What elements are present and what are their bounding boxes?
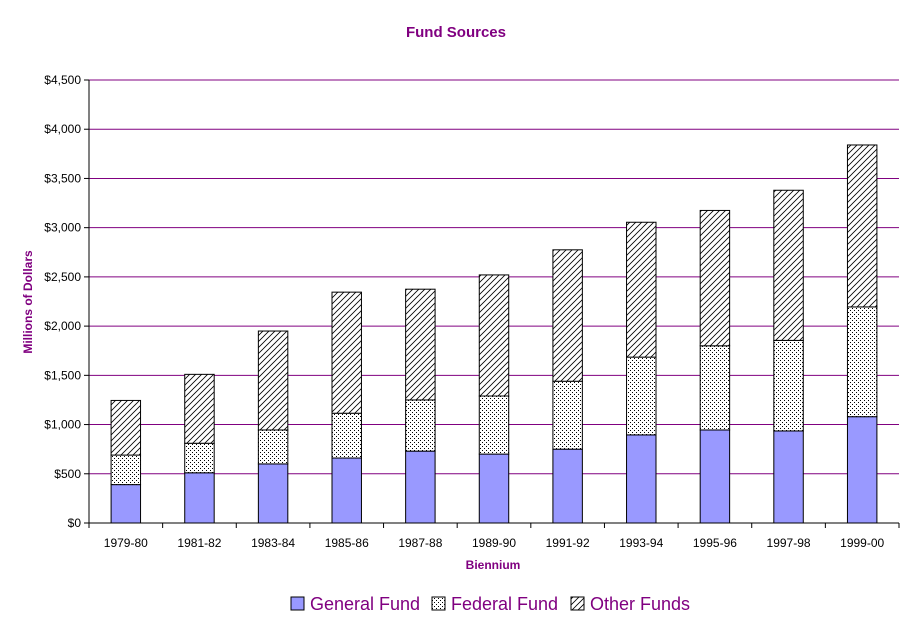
bar-segment-federal-fund xyxy=(405,399,436,452)
y-tick-label: $4,500 xyxy=(44,73,81,87)
legend-label: General Fund xyxy=(310,594,420,614)
bar-segment-federal-fund xyxy=(773,339,804,432)
bar-segment-other-funds xyxy=(773,189,804,341)
bar-segment-general-fund xyxy=(773,430,804,524)
bar-segment-other-funds xyxy=(846,144,878,308)
bar-segment-general-fund xyxy=(846,416,878,524)
bar-segment-other-funds xyxy=(331,291,362,414)
bar-segment-federal-fund xyxy=(552,380,583,450)
bar-segment-general-fund xyxy=(257,463,289,524)
legend: General Fund Federal Fund Other Funds xyxy=(290,594,690,614)
y-tick-label: $3,500 xyxy=(44,171,81,185)
bar-segment-other-funds xyxy=(478,274,510,397)
bar-segment-other-funds xyxy=(110,399,142,456)
x-tick-label: 1997-98 xyxy=(767,536,811,550)
bar-segment-other-funds xyxy=(699,209,731,347)
y-tick-label: $0 xyxy=(68,516,82,530)
bar-segment-federal-fund xyxy=(699,345,731,431)
bar-segment-federal-fund xyxy=(184,442,215,474)
legend-swatch xyxy=(431,596,446,611)
bar-segment-federal-fund xyxy=(846,306,878,418)
bar-segment-general-fund xyxy=(478,453,510,524)
x-tick-label: 1987-88 xyxy=(398,536,442,550)
x-axis-ticks: 1979-80 1981-82 1983-84 1985-86 1987-88 1989-… xyxy=(88,523,900,550)
y-tick-label: $4,000 xyxy=(44,122,81,136)
bar-segment-federal-fund xyxy=(110,454,142,486)
chart-title: Fund Sources xyxy=(406,24,506,41)
x-tick-label: 1993-94 xyxy=(619,536,663,550)
x-tick-label: 1999-00 xyxy=(840,536,884,550)
axes xyxy=(88,80,899,524)
bar-segment-general-fund xyxy=(110,484,142,524)
x-tick-label: 1981-82 xyxy=(177,536,221,550)
bar-segment-federal-fund xyxy=(478,395,510,455)
x-tick-label: 1979-80 xyxy=(104,536,148,550)
bar-segment-general-fund xyxy=(184,472,215,524)
legend-label: Federal Fund xyxy=(451,594,558,614)
bar-segment-general-fund xyxy=(699,429,731,524)
bar-segment-general-fund xyxy=(331,457,362,524)
y-tick-label: $2,500 xyxy=(44,270,81,284)
y-tick-label: $500 xyxy=(54,467,81,481)
bars xyxy=(110,144,878,524)
bar-segment-other-funds xyxy=(405,288,436,401)
bar-segment-other-funds xyxy=(184,373,215,444)
y-tick-label: $2,000 xyxy=(44,319,81,333)
y-tick-label: $1,500 xyxy=(44,368,81,382)
y-axis-ticks: $0 $500 $1,000 $1,500 $2,000 $2,500 $3,000 $3,5… xyxy=(44,73,89,530)
x-tick-label: 1985-86 xyxy=(325,536,369,550)
x-tick-label: 1989-90 xyxy=(472,536,516,550)
bar-segment-federal-fund xyxy=(331,412,362,459)
y-tick-label: $3,000 xyxy=(44,221,81,235)
bar-segment-general-fund xyxy=(552,448,583,524)
x-tick-label: 1991-92 xyxy=(546,536,590,550)
bar-segment-other-funds xyxy=(257,330,289,431)
bar-segment-general-fund xyxy=(405,450,436,524)
x-tick-label: 1995-96 xyxy=(693,536,737,550)
x-axis-title: Biennium xyxy=(466,558,521,572)
legend-swatch xyxy=(570,596,585,611)
bar-segment-other-funds xyxy=(626,221,657,358)
bar-segment-general-fund xyxy=(626,434,657,524)
bar-segment-other-funds xyxy=(552,249,583,382)
y-axis-title: Millions of Dollars xyxy=(21,250,35,354)
legend-swatch xyxy=(290,596,305,611)
y-tick-label: $1,000 xyxy=(44,418,81,432)
bar-segment-federal-fund xyxy=(626,356,657,436)
bar-segment-federal-fund xyxy=(257,429,289,465)
x-tick-label: 1983-84 xyxy=(251,536,295,550)
legend-label: Other Funds xyxy=(590,594,690,614)
